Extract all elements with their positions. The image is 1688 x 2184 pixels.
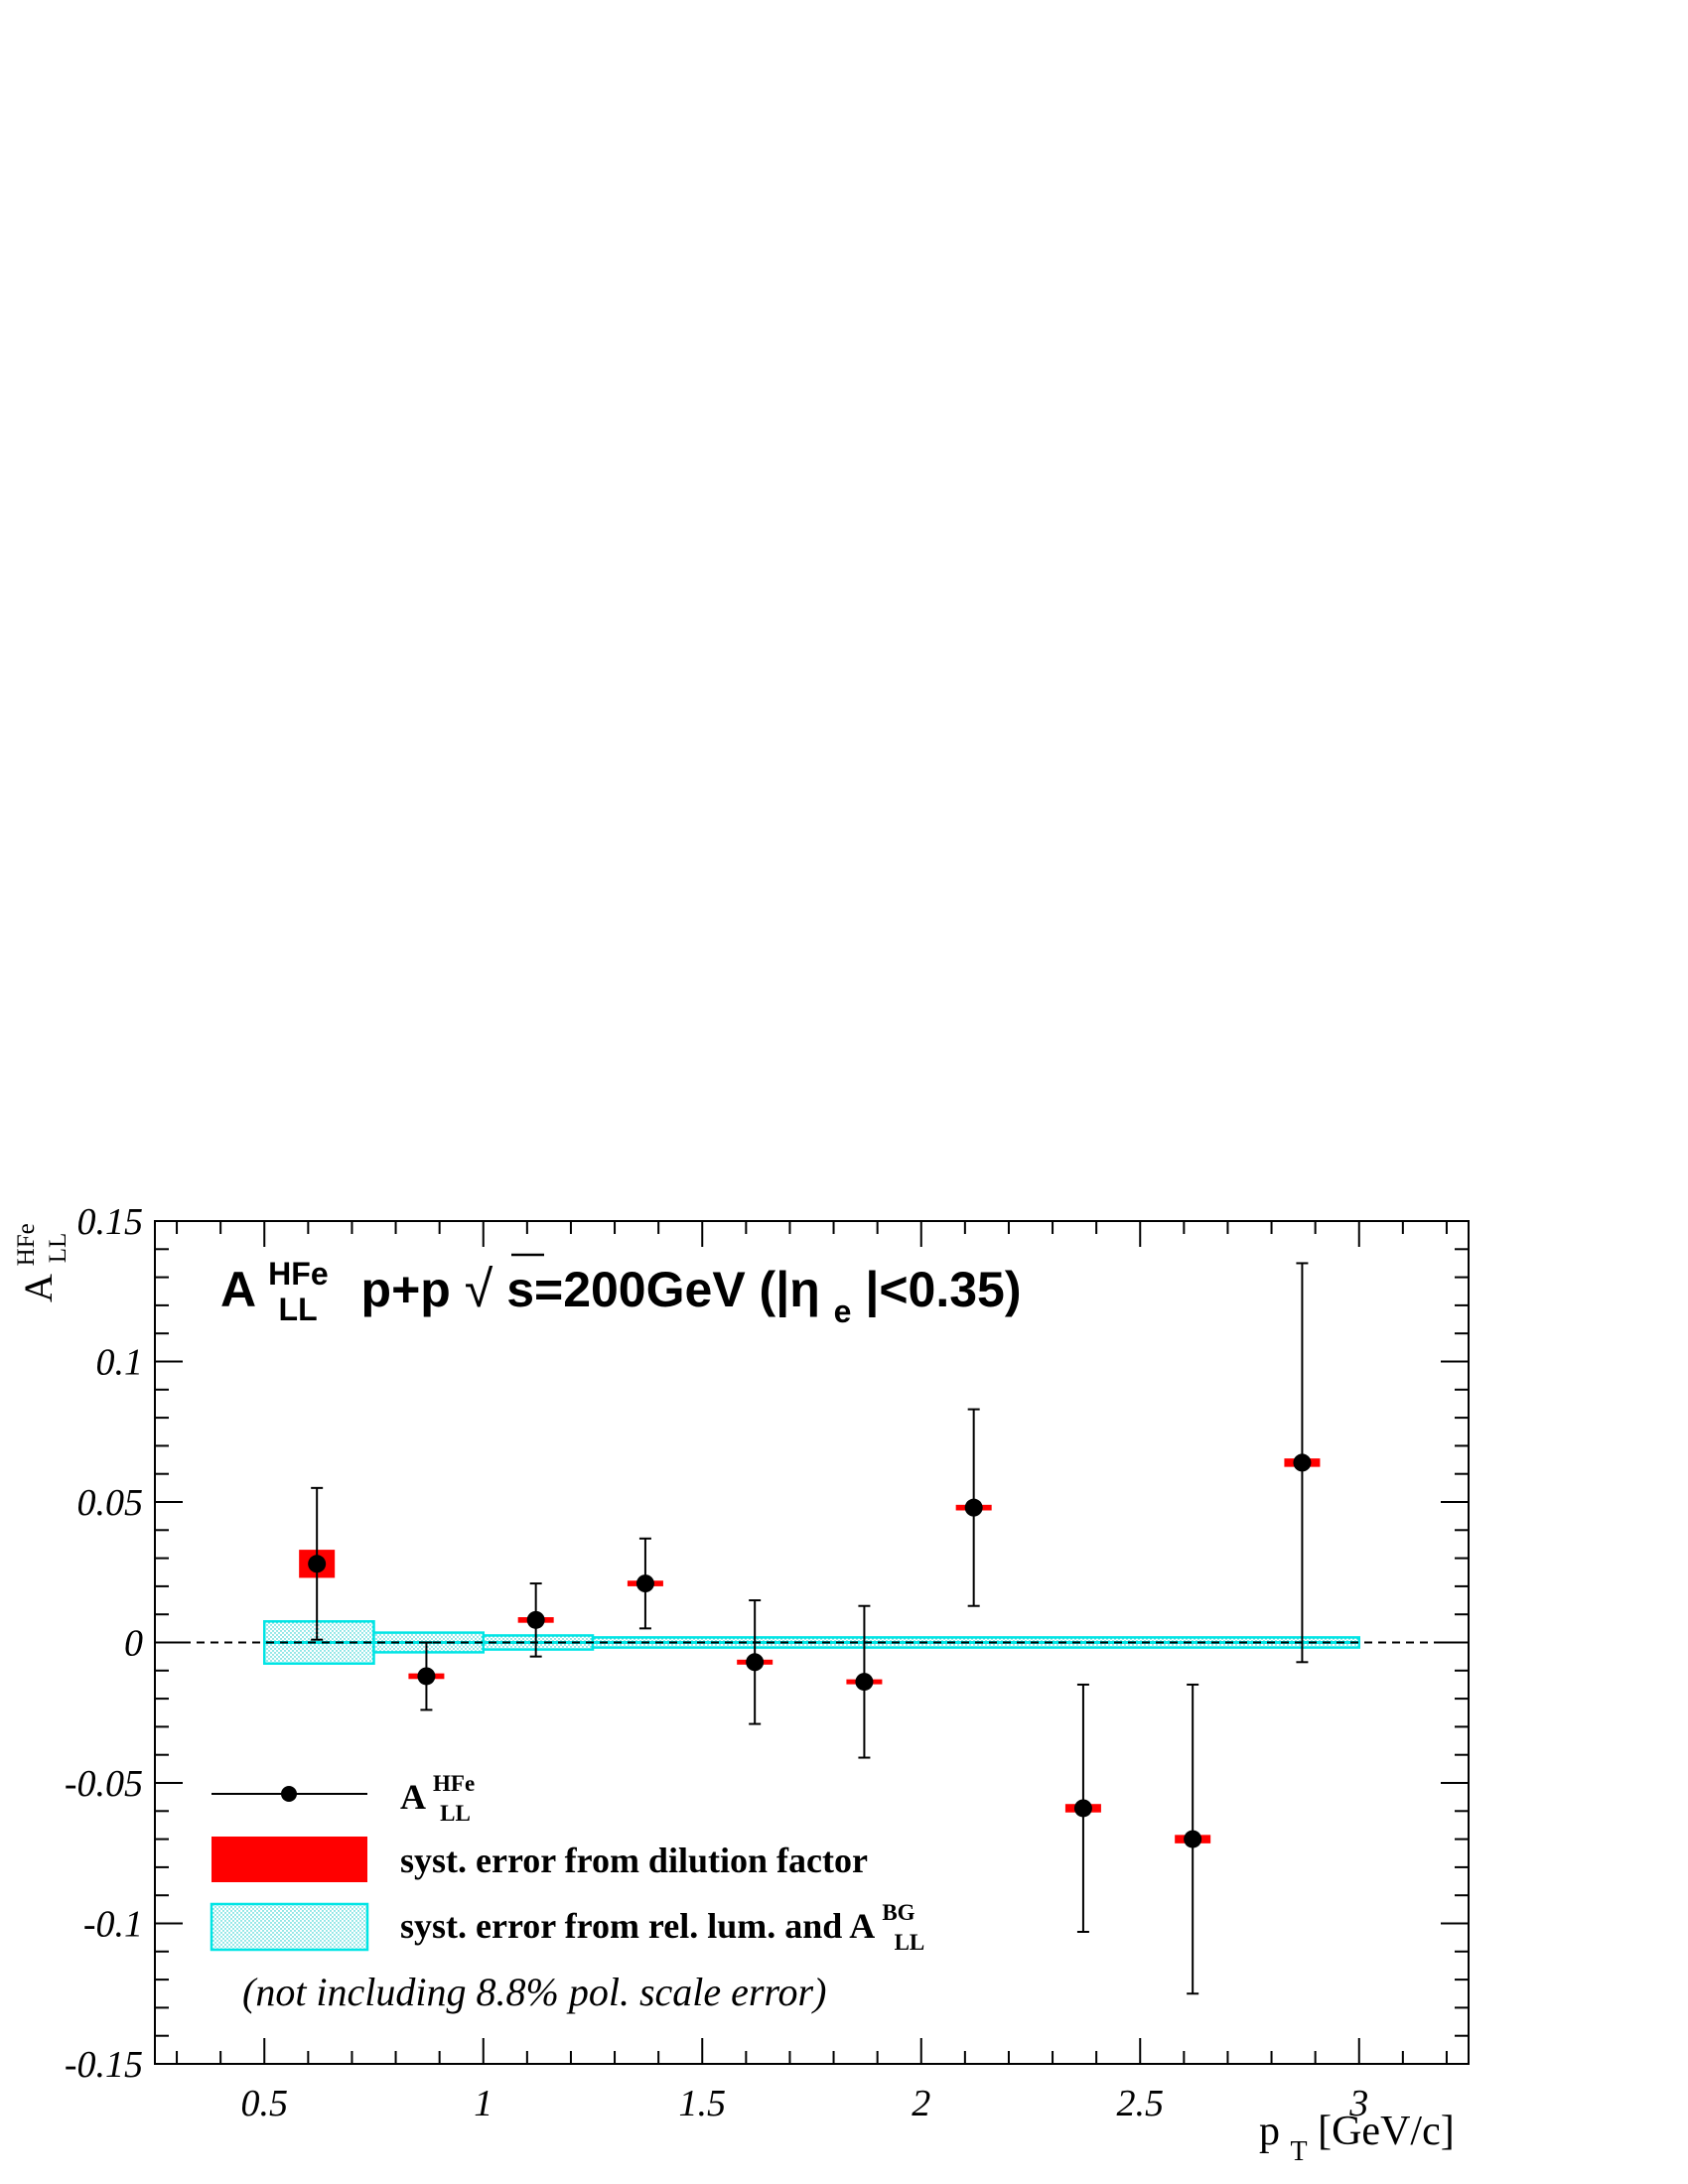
legend-note: (not including 8.8% pol. scale error) [242, 1970, 826, 2014]
x-tick-label: 3 [1348, 2083, 1368, 2124]
data-point-5 [855, 1673, 874, 1692]
legend-rel-lum-sup: BG [882, 1900, 914, 1925]
y-tick-label: 0.1 [96, 1342, 144, 1384]
legend-entry-dilution: syst. error from dilution factor [400, 1841, 868, 1880]
data-point-1 [417, 1667, 436, 1686]
data-point-6 [964, 1498, 983, 1517]
legend-rel-lum-main: syst. error from rel. lum. and A [400, 1906, 875, 1946]
data-point-0 [308, 1555, 327, 1573]
y-tick-label: 0.15 [77, 1201, 144, 1243]
ylabel-sup: HFe [13, 1223, 40, 1266]
y-axis: -0.15 -0.1 -0.05 0 0.05 0.1 0.15 [65, 1201, 1469, 2086]
title-sup: HFe [268, 1256, 328, 1292]
y-tick-label: -0.05 [65, 1763, 143, 1805]
legend: A HFe LL syst. error from dilution facto… [210, 1759, 924, 2014]
title-process: p+p [361, 1262, 451, 1317]
data-point-3 [635, 1574, 654, 1593]
data-point-7 [1073, 1799, 1092, 1818]
legend-rel-lum-swatch [210, 1902, 369, 1952]
data-points [308, 1453, 1312, 1848]
data-point-4 [746, 1653, 765, 1672]
data-point-9 [1293, 1453, 1312, 1472]
x-tick-label: 1 [474, 2083, 492, 2124]
legend-dilution-swatch [211, 1837, 367, 1882]
title-sub: LL [279, 1292, 318, 1327]
x-tick-label: 2 [912, 2083, 930, 2124]
x-tick-label: 1.5 [679, 2083, 727, 2124]
legend-entry-asym: A HFe LL [400, 1759, 484, 1826]
data-point-8 [1184, 1830, 1202, 1848]
y-tick-label: 0 [124, 1623, 143, 1665]
y-tick-label: -0.15 [65, 2044, 143, 2086]
legend-marker [281, 1786, 297, 1802]
title-sqrt: √ [465, 1261, 493, 1318]
x-tick-label: 0.5 [241, 2083, 289, 2124]
title-cut: |<0.35) [865, 1262, 1021, 1318]
y-tick-label: 0.05 [77, 1482, 144, 1524]
x-axis-label: p T [GeV/c] [1259, 2109, 1455, 2170]
data-point-2 [526, 1610, 545, 1629]
ylabel-sub: LL [45, 1233, 71, 1264]
title-eta-sub: e [834, 1294, 852, 1329]
y-tick-label: -0.1 [83, 1904, 143, 1946]
y-axis-label: A HFe LL [0, 1213, 71, 1302]
legend-asym-main: A [400, 1777, 426, 1817]
title-main: A [220, 1262, 255, 1317]
xlabel-unit: [GeV/c] [1318, 2109, 1455, 2154]
ylabel-main: A [16, 1274, 61, 1302]
chart-title: A HFe LL p+p √ s=200GeV (|η e |<0.35) [220, 1240, 1022, 1333]
x-tick-label: 2.5 [1117, 2083, 1165, 2124]
legend-asym-sup: HFe [433, 1771, 475, 1796]
legend-entry-rel-lum: syst. error from rel. lum. and A BG LL [400, 1888, 924, 1955]
x-axis: 0.5 1 1.5 2 2.5 3 [176, 1221, 1448, 2124]
legend-rel-lum-sub: LL [895, 1930, 925, 1955]
xlabel-sub: T [1291, 2136, 1308, 2167]
stat-error-bars [311, 1262, 1309, 1995]
xlabel-main: p [1259, 2109, 1280, 2154]
legend-asym-sub: LL [440, 1801, 471, 1826]
title-energy: s=200GeV (|η [506, 1262, 820, 1318]
